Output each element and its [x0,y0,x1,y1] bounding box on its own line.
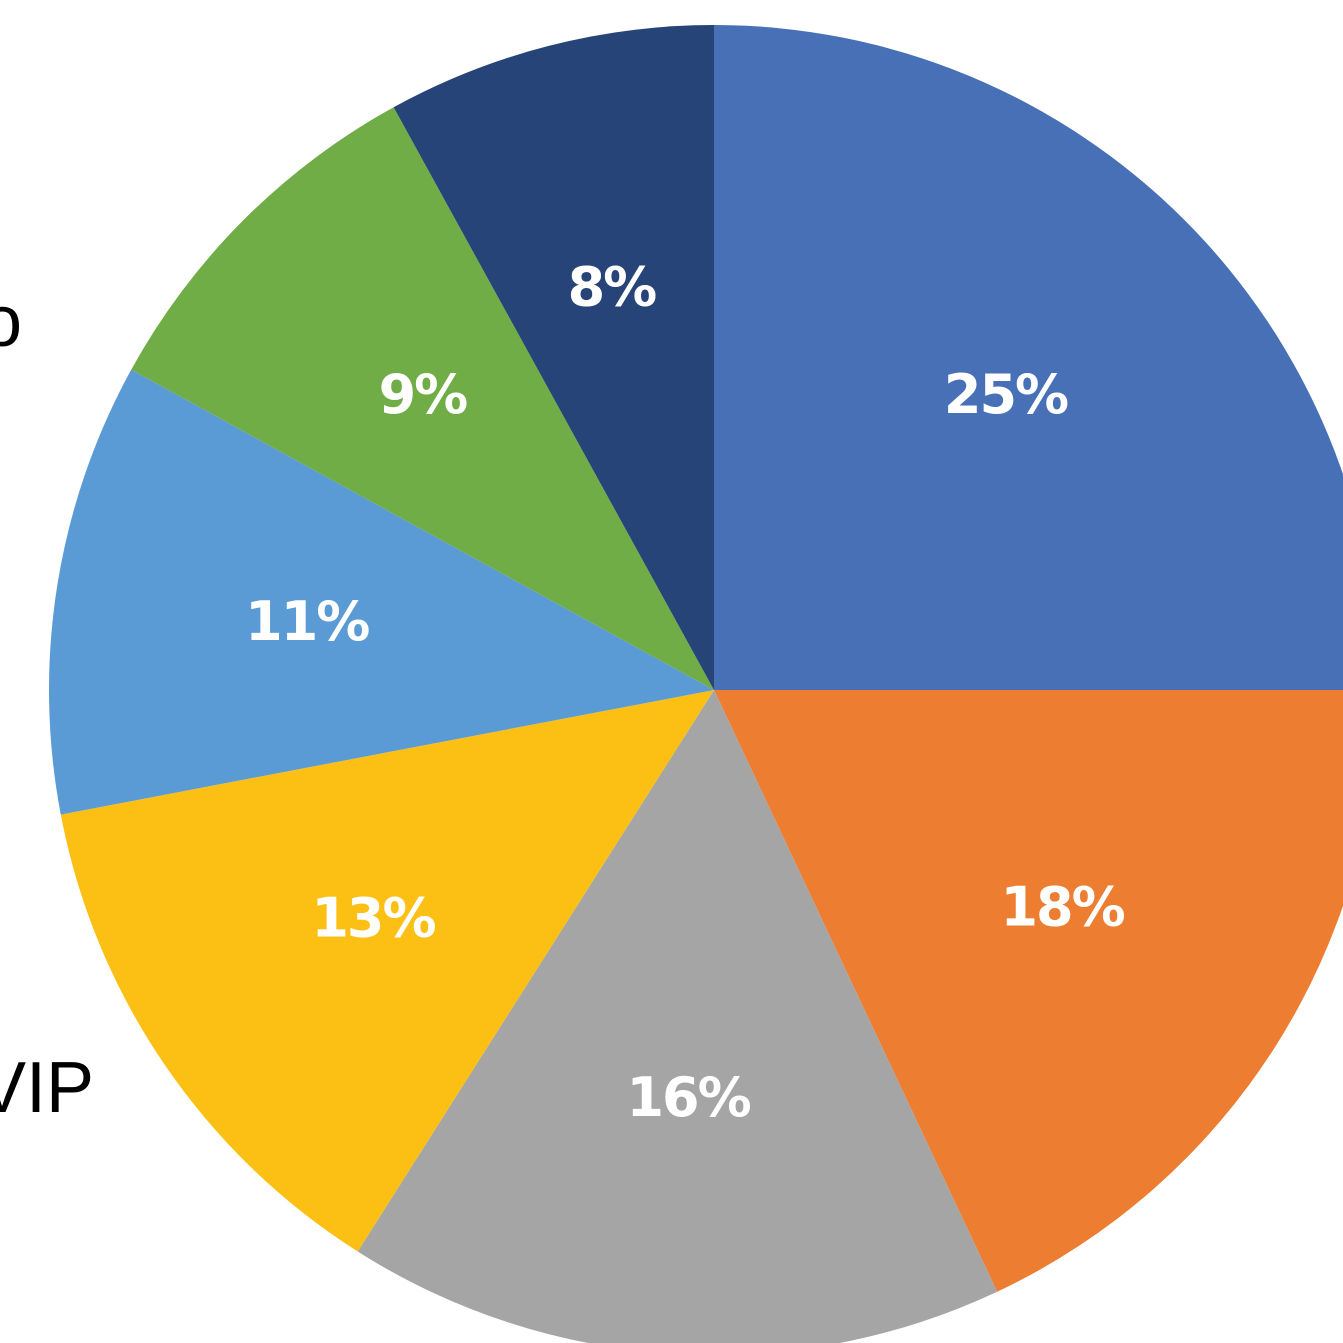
partial-label-bottom: VIP [0,1048,94,1128]
slice-label-2: 18% [1000,876,1124,939]
slice-label-7: 8% [568,255,657,318]
pie-slices [49,25,1343,1343]
pie-slice-7 [393,25,714,690]
pie-slice-1 [714,25,1343,690]
pie-slice-6 [131,107,715,691]
slice-label-1: 25% [944,363,1068,426]
partial-label-top: o [0,282,22,362]
pie-slice-5 [49,369,715,815]
slice-label-3: 16% [626,1066,750,1129]
pie-slice-4 [60,690,714,1252]
pie-slice-3 [357,690,998,1343]
slice-label-4: 13% [311,886,435,949]
slice-label-6: 9% [379,363,468,426]
pie-slice-2 [714,690,1343,1292]
pie-slice-labels: 25% 18% 16% 13% 11% 9% 8% [245,255,1126,1129]
slice-label-5: 11% [245,590,369,653]
